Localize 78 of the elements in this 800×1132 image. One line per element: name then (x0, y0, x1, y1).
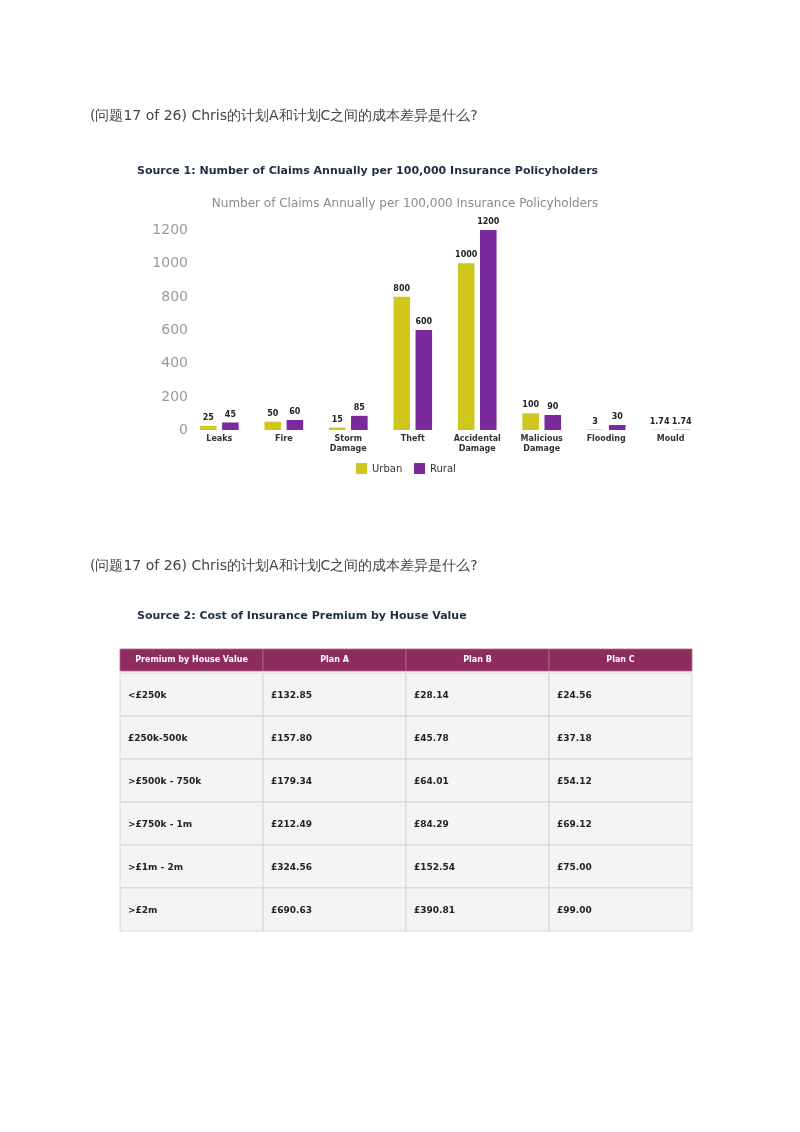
y-tick-label: 600 (161, 321, 188, 337)
text: £132.85 (271, 689, 312, 700)
data-label: 15 (331, 414, 344, 424)
x-tick-label: Storm Damage (329, 433, 368, 453)
data-label: 1.74 (671, 416, 693, 426)
x-tick-label: Malicious Damage (520, 433, 564, 453)
x-tick-label: Theft (400, 433, 425, 443)
text: (问题17 of 26) Chris的计划A和计划C之间的成本差异是什么? (90, 107, 478, 123)
x-tick-label: Leaks (206, 433, 233, 443)
data-label: 800 (393, 283, 411, 293)
bar (264, 421, 282, 430)
bar (544, 415, 562, 430)
bar (351, 415, 368, 430)
data-label: 25 (202, 412, 215, 422)
y-tick-label: 0 (179, 421, 188, 437)
y-tick-label: 200 (161, 387, 188, 404)
bar (522, 413, 539, 430)
text: (问题17 of 26) Chris的计划A和计划C之间的成本差异是什么? (90, 557, 478, 573)
category-label: £250k-500k (128, 732, 188, 743)
text: £179.34 (271, 775, 312, 786)
text: £157.80 (271, 732, 312, 743)
x-tick-label: Accidental Damage (453, 433, 502, 453)
bar (222, 422, 239, 430)
data-label: 50 (267, 408, 279, 418)
bar (286, 420, 304, 430)
y-tick-label: 1200 (152, 221, 188, 237)
category-label: Plan C (606, 655, 635, 664)
chart-subtitle: Number of Claims Annually per 100,000 Insurance Policyholders (211, 196, 599, 210)
bar (457, 263, 475, 430)
data-label: 3 (592, 416, 598, 426)
bar (480, 230, 497, 430)
chart-title: Source 1: Number of Claims Annually per 100,000 Insurance Policyholders (137, 164, 599, 177)
text: £54.12 (557, 775, 592, 786)
y-tick-label: 400 (161, 354, 188, 371)
text: £690.63 (271, 904, 312, 915)
text: £45.78 (414, 732, 449, 743)
data-label: 60 (289, 407, 301, 416)
category-label: Plan B (463, 655, 492, 664)
text: £28.14 (414, 689, 449, 700)
text: Source 2: Cost of Insurance Premium by House Value (137, 609, 467, 622)
legend-label: Urban (372, 462, 403, 474)
data-label: 1200 (477, 217, 500, 226)
text: £152.54 (414, 861, 455, 872)
text: £390.81 (414, 904, 455, 915)
data-label: 100 (522, 400, 540, 410)
data-label: 30 (611, 412, 624, 421)
y-tick-label: 800 (161, 287, 188, 304)
data-label: 45 (224, 409, 237, 419)
text: £84.29 (414, 818, 449, 829)
text: £99.00 (557, 904, 592, 915)
bar (415, 330, 433, 430)
category-label: >£2m (128, 904, 158, 915)
data-label: 1000 (455, 250, 478, 260)
text: £69.12 (557, 818, 592, 829)
bar (608, 425, 626, 430)
category-label: Plan A (320, 655, 350, 664)
text: Premium by House Value (135, 655, 249, 664)
x-tick-label: Mould (656, 433, 685, 443)
bar (200, 425, 217, 430)
y-tick-label: 1000 (152, 254, 188, 271)
category-label: >£500k - 750k (128, 775, 202, 786)
data-label: 90 (547, 402, 559, 411)
data-label: 600 (415, 317, 433, 326)
category-label: >£750k - 1m (128, 818, 193, 829)
x-tick-label: Fire (275, 433, 294, 443)
text: £64.01 (414, 775, 449, 786)
data-label: 1.74 (649, 416, 670, 426)
legend-label: Rural (430, 462, 456, 474)
text: £75.00 (557, 861, 592, 872)
category-label: >£1m - 2m (128, 861, 184, 872)
text: £324.56 (271, 861, 312, 872)
text: £24.56 (557, 689, 592, 700)
bar (393, 296, 410, 430)
text: £37.18 (557, 732, 592, 743)
category-label: <£250k (128, 689, 167, 700)
text: £212.49 (271, 818, 312, 829)
x-tick-label: Flooding (586, 433, 626, 443)
data-label: 85 (353, 402, 366, 412)
